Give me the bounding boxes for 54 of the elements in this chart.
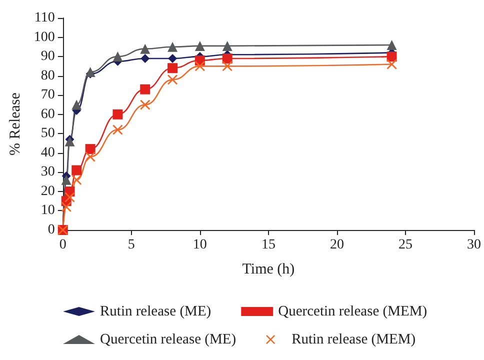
legend-label: Quercetin release (ME) — [100, 332, 236, 348]
x-tick-label: 20 — [330, 238, 344, 252]
point — [386, 40, 397, 50]
y-tick-label: 50 — [40, 126, 55, 142]
x-tick-label: 10 — [192, 238, 207, 252]
y-tick-label: 10 — [40, 203, 55, 218]
point — [72, 174, 82, 185]
point — [140, 54, 150, 63]
point — [61, 174, 72, 185]
legend-label: Rutin release (MEM) — [292, 332, 416, 348]
point — [112, 124, 123, 135]
x-tick-label: 15 — [261, 238, 276, 252]
point — [140, 44, 150, 54]
point — [72, 165, 82, 176]
point — [222, 61, 232, 72]
point — [168, 63, 178, 74]
legend-label: Rutin release (ME) — [100, 304, 212, 320]
x-axis-title: Time (h) — [242, 262, 295, 278]
point — [112, 109, 123, 120]
x-tick-label: 5 — [128, 238, 135, 252]
x-tick-label: 30 — [467, 238, 481, 252]
y-tick-label: 70 — [40, 88, 55, 103]
point — [168, 74, 178, 85]
y-tick-label: 0 — [48, 222, 55, 238]
y-tick-label: 80 — [40, 68, 55, 84]
point — [386, 52, 397, 62]
y-tick-label: 40 — [40, 145, 55, 160]
y-tick-label: 60 — [40, 106, 55, 122]
point — [222, 53, 232, 64]
x-tick-label: 25 — [398, 238, 412, 252]
y-tick-label: 110 — [34, 10, 55, 26]
point — [194, 61, 205, 72]
y-tick-label: 100 — [34, 30, 55, 45]
point — [64, 136, 75, 146]
legend-label: Quercetin release (MEM) — [278, 304, 428, 320]
point — [64, 192, 75, 202]
y-tick-label: 30 — [40, 164, 55, 180]
y-axis-title: % Release — [8, 92, 24, 156]
point — [85, 152, 96, 162]
point — [72, 100, 82, 110]
point — [112, 52, 123, 62]
point — [140, 84, 150, 94]
point — [386, 59, 397, 70]
point — [85, 144, 96, 154]
point — [168, 54, 178, 63]
y-tick-label: 20 — [40, 184, 55, 199]
point — [85, 66, 96, 77]
point — [194, 40, 205, 51]
x-tick-label: 0 — [59, 238, 66, 252]
point — [140, 100, 150, 110]
point — [61, 202, 72, 212]
y-tick-label: 90 — [40, 49, 55, 64]
point — [222, 40, 232, 51]
point — [168, 42, 178, 52]
